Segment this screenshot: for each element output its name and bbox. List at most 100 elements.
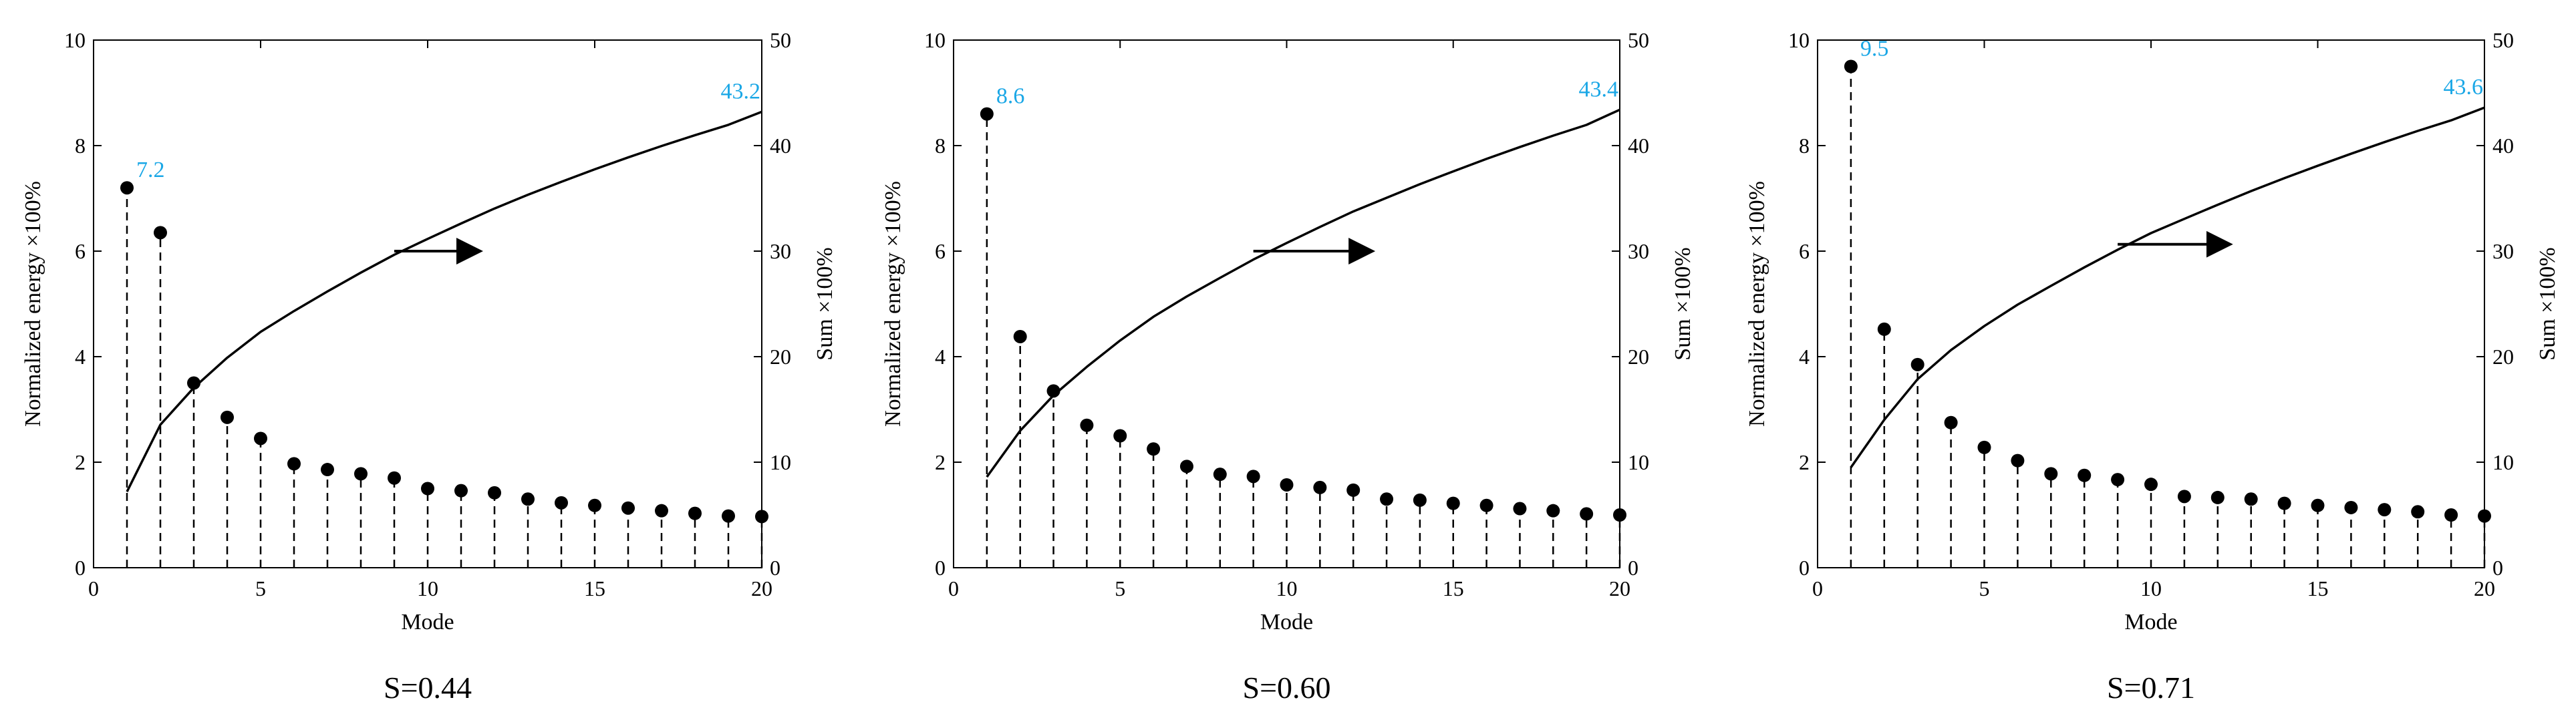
x-tick-label: 0: [1812, 576, 1823, 600]
y-left-tick-label: 2: [1799, 450, 1810, 474]
y-left-tick-label: 8: [935, 134, 946, 158]
y-right-tick-label: 20: [2492, 345, 2514, 369]
x-tick-label: 5: [1115, 576, 1125, 600]
y-right-tick-label: 40: [1628, 134, 1649, 158]
stem-point: [1380, 492, 1394, 506]
cumulative-sum-line: [126, 110, 762, 492]
stem-point: [688, 506, 702, 520]
stem-point: [488, 486, 501, 500]
stem-point: [621, 501, 635, 515]
stem-point: [521, 492, 535, 506]
y-right-tick-label: 20: [770, 345, 791, 369]
y-right-tick-label: 50: [770, 28, 791, 52]
stem-point: [1546, 504, 1560, 518]
stem-point: [2277, 496, 2291, 510]
y-left-axis-label: Normalized energy ×100%: [1745, 181, 1769, 427]
value-annotation: 43.4: [1579, 77, 1619, 102]
y-right-tick-label: 10: [770, 450, 791, 474]
stem-point: [1147, 442, 1161, 456]
y-right-tick-label: 50: [2492, 28, 2514, 52]
stem-point: [1213, 468, 1227, 482]
stem-point: [2144, 478, 2158, 492]
y-right-tick-label: 40: [2492, 134, 2514, 158]
stem-point: [588, 498, 601, 512]
value-annotation: 7.2: [136, 158, 165, 182]
x-tick-label: 0: [948, 576, 959, 600]
value-annotation: 43.6: [2444, 75, 2484, 100]
y-left-tick-label: 6: [75, 239, 86, 263]
stem-point: [2478, 509, 2491, 523]
stem-point: [1844, 59, 1858, 73]
y-left-axis-label: Normalized energy ×100%: [21, 181, 45, 427]
chart-panel-2: 0 5 10 15 20024681001020304050ModeNormalized…: [881, 28, 1695, 705]
x-tick-label: 20: [751, 576, 772, 600]
y-left-tick-label: 10: [64, 28, 86, 52]
y-left-tick-label: 10: [924, 28, 946, 52]
x-tick-label: 10: [1276, 576, 1298, 600]
x-tick-label: 0: [88, 576, 99, 600]
panel-caption: S=0.44: [384, 671, 472, 705]
chart-panel-3: 0 5 10 15 20024681001020304050ModeNormalized…: [1745, 28, 2560, 705]
stem-point: [1613, 508, 1626, 522]
stem-point: [388, 471, 401, 485]
x-tick-label: 15: [584, 576, 605, 600]
stem-point: [1513, 502, 1527, 516]
stem-point: [154, 226, 167, 240]
y-left-axis-label: Normalized energy ×100%: [881, 181, 905, 427]
stem-point: [2044, 467, 2058, 481]
x-tick-label: 5: [255, 576, 266, 600]
stem-point: [722, 509, 735, 523]
panel-caption: S=0.60: [1242, 671, 1330, 705]
y-left-tick-label: 4: [1799, 345, 1810, 369]
chart-panel-1: 0 5 10 15 20024681001020304050ModeNormalized…: [21, 28, 837, 705]
stem-point: [454, 484, 468, 498]
stem-point: [1877, 322, 1891, 336]
x-tick-label: 20: [2474, 576, 2495, 600]
x-tick-label: 10: [2140, 576, 2162, 600]
x-tick-label: 15: [2307, 576, 2329, 600]
y-left-tick-label: 4: [75, 345, 86, 369]
stem-point: [2311, 498, 2325, 512]
stem-point: [1446, 496, 1460, 510]
stem-point: [2111, 473, 2125, 487]
stem-point: [1046, 384, 1060, 398]
y-right-tick-label: 30: [2492, 239, 2514, 263]
stem-point: [980, 107, 994, 121]
y-left-tick-label: 8: [75, 134, 86, 158]
stem-point: [1346, 483, 1361, 497]
stem-point: [421, 482, 434, 496]
y-right-tick-label: 40: [770, 134, 791, 158]
stem-point: [287, 457, 301, 471]
y-right-tick-label: 30: [1628, 239, 1649, 263]
y-left-tick-label: 2: [935, 450, 946, 474]
stem-point: [1413, 493, 1427, 507]
stem-point: [1113, 429, 1127, 443]
x-tick-label: 5: [1979, 576, 1990, 600]
stem-point: [1013, 329, 1027, 343]
stem-point: [1910, 357, 1924, 371]
stem-point: [120, 181, 134, 195]
y-left-tick-label: 10: [1788, 28, 1810, 52]
y-left-tick-label: 0: [75, 556, 86, 580]
x-tick-label: 10: [417, 576, 438, 600]
x-axis-label: Mode: [401, 610, 454, 634]
stem-point: [2078, 468, 2092, 482]
x-tick-label: 15: [1443, 576, 1464, 600]
stem-point: [1944, 415, 1958, 429]
cumulative-sum-line: [1850, 106, 2485, 468]
y-right-tick-label: 10: [2492, 450, 2514, 474]
stem-point: [187, 376, 200, 390]
stem-point: [2378, 503, 2392, 517]
stem-point: [1313, 480, 1327, 494]
stem-point: [2244, 492, 2258, 506]
y-right-tick-label: 50: [1628, 28, 1649, 52]
stem-point: [755, 510, 768, 524]
stem-point: [1280, 478, 1294, 492]
value-annotation: 43.2: [721, 79, 761, 104]
stem-point: [1977, 440, 1991, 454]
y-left-tick-label: 8: [1799, 134, 1810, 158]
stem-point: [354, 467, 368, 481]
panel-caption: S=0.71: [2107, 671, 2195, 705]
